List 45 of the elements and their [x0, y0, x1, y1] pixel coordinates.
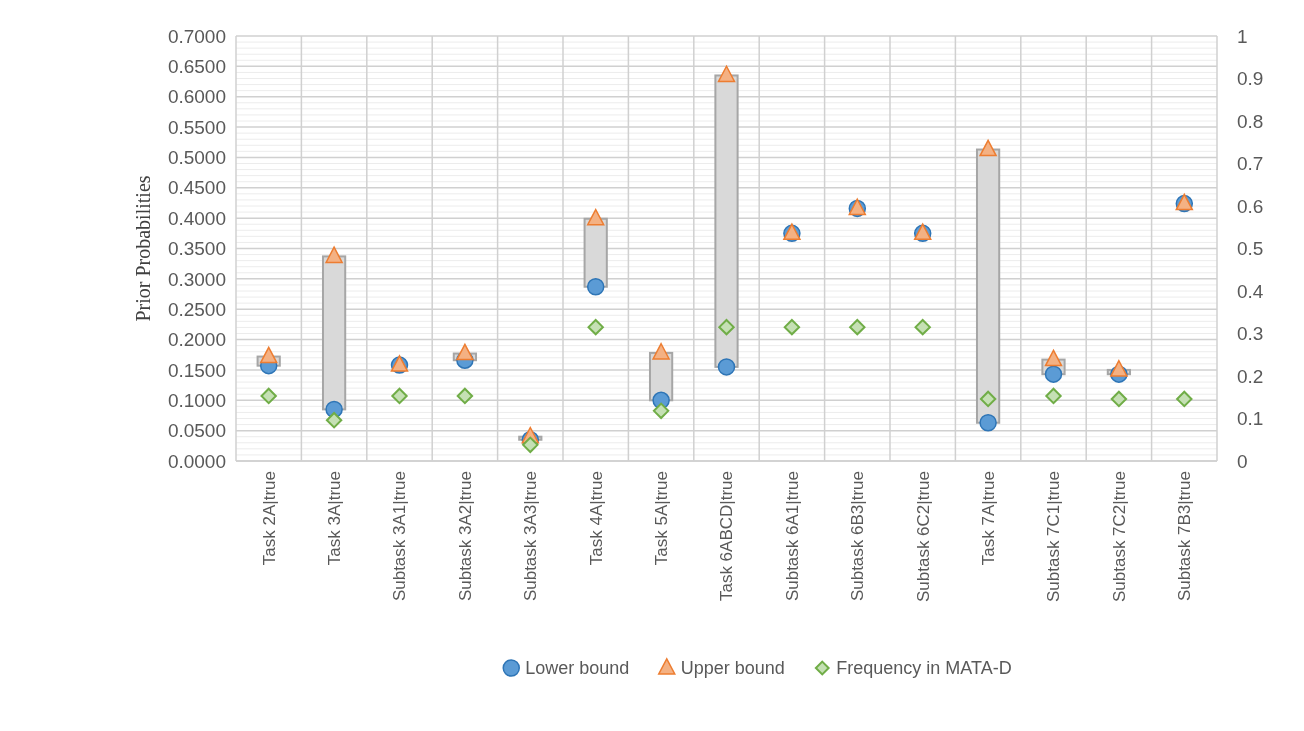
x-tick-label: Task 2A|true [259, 471, 279, 566]
x-tick-label: Task 4A|true [586, 471, 606, 566]
legend-label: Frequency in MATA-D [836, 658, 1012, 679]
y-tick-label: 0.5000 [167, 147, 226, 169]
x-tick-label: Task 3A|true [325, 471, 345, 566]
x-tick-label: Subtask 7B3|true [1175, 471, 1195, 602]
y2-tick-label: 0.7 [1237, 153, 1264, 175]
y2-tick-label: 1 [1237, 25, 1248, 47]
y-tick-label: 0.6000 [167, 86, 226, 108]
y-tick-label: 0.2000 [167, 329, 226, 351]
x-tick-label: Subtask 6C2|true [913, 471, 933, 603]
x-tick-label: Task 5A|true [652, 471, 672, 566]
y-tick-label: 0.4500 [167, 177, 226, 199]
x-tick-label: Subtask 7C1|true [1044, 471, 1064, 603]
y2-tick-label: 0.9 [1237, 68, 1264, 90]
y2-tick-label: 0.5 [1237, 238, 1264, 260]
y-tick-label: 0.5500 [167, 116, 226, 138]
y-tick-label: 0.2500 [167, 298, 226, 320]
x-tick-label: Subtask 7C2|true [1109, 471, 1129, 603]
x-tick-label: Task 6ABCD|true [717, 471, 737, 602]
y-tick-label: 0.3500 [167, 238, 226, 260]
x-tick-label: Subtask 3A3|true [521, 471, 541, 602]
x-tick-label: Subtask 6A1|true [782, 471, 802, 602]
x-tick-label: Task 7A|true [979, 471, 999, 566]
y-tick-label: 0.6500 [167, 56, 226, 78]
y-tick-label: 0.3000 [167, 268, 226, 290]
x-tick-label: Subtask 3A1|true [390, 471, 410, 602]
x-tick-label: Subtask 6B3|true [848, 471, 868, 602]
y-tick-label: 0.0500 [167, 420, 226, 442]
y-tick-label: 0.4000 [167, 207, 226, 229]
y-axis-title: Prior Probabilities [132, 175, 154, 322]
y2-tick-label: 0.8 [1237, 110, 1264, 132]
y-tick-label: 0.0000 [167, 450, 226, 472]
y2-tick-label: 0.1 [1237, 408, 1264, 430]
legend-label: Lower bound [525, 658, 630, 679]
y2-tick-label: 0.6 [1237, 195, 1264, 217]
y2-tick-label: 0.4 [1237, 280, 1264, 302]
y-tick-label: 0.1500 [167, 359, 226, 381]
y-tick-label: 0.7000 [167, 25, 226, 47]
x-tick-label: Subtask 3A2|true [455, 471, 475, 602]
y2-tick-label: 0.2 [1237, 365, 1264, 387]
y-tick-label: 0.1000 [167, 389, 226, 411]
y2-tick-label: 0.3 [1237, 323, 1264, 345]
legend-label: Upper bound [680, 658, 785, 679]
y2-tick-label: 0 [1237, 450, 1248, 472]
